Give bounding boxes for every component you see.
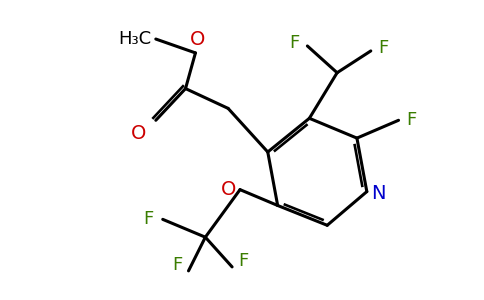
- Text: O: O: [221, 180, 236, 199]
- Text: F: F: [289, 34, 300, 52]
- Text: H₃C: H₃C: [119, 30, 152, 48]
- Text: F: F: [378, 39, 389, 57]
- Text: O: O: [190, 30, 205, 49]
- Text: F: F: [407, 111, 417, 129]
- Text: O: O: [131, 124, 146, 143]
- Text: F: F: [172, 256, 182, 274]
- Text: F: F: [238, 252, 248, 270]
- Text: F: F: [144, 210, 154, 228]
- Text: N: N: [371, 184, 385, 203]
